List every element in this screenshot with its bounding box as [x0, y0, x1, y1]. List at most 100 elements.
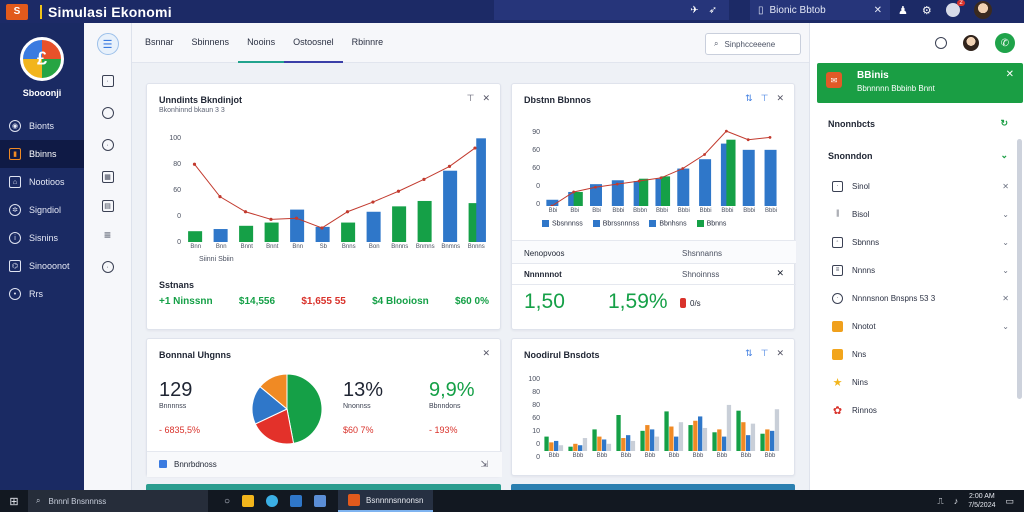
list-item[interactable]: ◦ Sbnnns ⌄	[810, 228, 1024, 256]
chevron-down-icon[interactable]: ⌄	[1002, 209, 1009, 219]
close-icon[interactable]: ✕	[776, 268, 784, 278]
close-icon[interactable]: ✕	[776, 93, 784, 103]
list-item[interactable]: · Sinol ✕	[810, 172, 1024, 200]
tabs-bar: Bsnnar Sbinnens Nooins Ostoosnel Rbinnre…	[132, 23, 809, 63]
trend-point	[269, 217, 273, 221]
close-icon[interactable]: ✕	[776, 348, 784, 358]
y-axis: 100 80 60 0 0	[165, 126, 181, 256]
expand-icon[interactable]: ⇲	[480, 459, 488, 469]
user-icon[interactable]	[935, 37, 947, 49]
x-tick-label: Bbb	[572, 453, 584, 459]
close-icon[interactable]: ✕	[1002, 293, 1009, 303]
sort-icon[interactable]: ⇅	[745, 93, 753, 103]
target-icon[interactable]: ·	[101, 139, 114, 151]
x-tick-label: Bbb	[644, 453, 656, 459]
avatar[interactable]	[963, 35, 979, 51]
tab-1[interactable]: Sbinnens	[191, 36, 230, 47]
network-icon[interactable]: ⎍	[937, 495, 944, 506]
notification-toast[interactable]: ✉ BBinis Bbnnnnn Bbbinb Bnnt ✕	[817, 63, 1023, 103]
list-item[interactable]: Nnotot ⌄	[810, 312, 1024, 340]
tab-2[interactable]: Nooins	[238, 23, 285, 63]
sidebar-item-4[interactable]: i Sisnins	[0, 224, 84, 252]
close-icon[interactable]: ✕	[482, 93, 490, 103]
list-item[interactable]: Nns	[810, 340, 1024, 368]
notifications-icon[interactable]: ▭	[1005, 495, 1014, 506]
mail-icon[interactable]	[314, 495, 327, 507]
tab-0[interactable]: Bsnnar	[145, 36, 174, 47]
bar	[546, 199, 559, 206]
user-icon[interactable]: ♟	[898, 4, 908, 17]
y-tick: 0	[177, 239, 181, 246]
rocket-icon[interactable]: ➶	[708, 4, 717, 16]
list-item[interactable]: ✿ Rinnos	[810, 396, 1024, 424]
sidebar-item-6[interactable]: • Rrs	[0, 280, 84, 308]
close-icon[interactable]: ✕	[1002, 181, 1009, 191]
grid-icon[interactable]: ▤	[101, 200, 114, 212]
app-window-icon	[348, 494, 361, 506]
refresh-icon[interactable]: ↻	[1000, 118, 1008, 128]
card-footer-row: Nenopvoos Shsnnanns	[512, 240, 796, 264]
settings-icon[interactable]: ⚙	[921, 4, 932, 17]
clock[interactable]: 2:00 AM 7/5/2024	[968, 492, 995, 510]
volume-icon[interactable]: ♪	[953, 496, 959, 506]
close-icon[interactable]: ✕	[1005, 69, 1014, 80]
calendar-icon[interactable]: ▦	[101, 171, 114, 183]
workspace-selector[interactable]: ▯ Bionic Bbtob ✕	[750, 0, 890, 20]
menu-icon[interactable]: ☰	[96, 33, 119, 55]
sidebar-item-0[interactable]: ◉ Bionts	[0, 112, 84, 140]
pin-icon[interactable]: ⊤	[466, 93, 475, 103]
sidebar-item-1[interactable]: ▮ Bbinns	[0, 140, 84, 168]
chat-icon[interactable]	[101, 107, 114, 119]
chevron-down-icon[interactable]: ⌄	[1002, 321, 1009, 331]
list-item-label: Nnotot	[852, 321, 876, 331]
file-explorer-icon[interactable]	[242, 495, 255, 507]
user-icon: •	[9, 288, 21, 300]
close-icon[interactable]: ✕	[873, 4, 882, 16]
task-view-icon[interactable]: ○	[224, 495, 231, 507]
footer-label[interactable]: Bnnrbdnoss	[174, 460, 217, 469]
legend-item: Bbnhsns	[649, 220, 687, 227]
pin-icon[interactable]: ⊤	[760, 93, 769, 103]
x-tick-label: Bbi	[592, 208, 601, 214]
chevron-down-icon[interactable]: ⌄	[1002, 237, 1009, 247]
x-footer: Siinni Sbiin	[199, 256, 234, 263]
x-tick-label: Bbbi	[721, 208, 734, 214]
sidebar-item-3[interactable]: ✲ Signdiol	[0, 196, 84, 224]
scrollbar[interactable]	[1017, 139, 1022, 399]
tab-3[interactable]: Ostoosnel	[284, 23, 343, 63]
sidebar-item-label: Sisnins	[29, 233, 59, 243]
bar	[558, 445, 564, 451]
close-icon[interactable]: ✕	[482, 348, 490, 358]
list-item[interactable]: ║ Bisol ⌄	[810, 200, 1024, 228]
chevron-down-icon[interactable]: ⌄	[1002, 265, 1009, 275]
taskbar-window-button[interactable]: Bsnnnnsnnonsn	[338, 490, 434, 512]
search-input[interactable]: ⌕ Sinphcceeene	[705, 33, 801, 55]
taskbar-search-input[interactable]: ⌕ Bnnnl Bnsnnnss	[28, 490, 208, 512]
tab-4[interactable]: Rbinnre	[351, 36, 384, 47]
list-item[interactable]: ★ Nins	[810, 368, 1024, 396]
sidebar-item-5[interactable]: ⌬ Sinooonot	[0, 252, 84, 280]
phone-icon[interactable]: ✆	[995, 33, 1015, 53]
sort-icon[interactable]: ⇅	[745, 348, 753, 358]
chevron-down-icon[interactable]: ⌄	[1000, 150, 1008, 160]
bar	[645, 425, 650, 451]
clock-icon[interactable]: ·	[101, 261, 114, 273]
row-label: Nnnnnnot	[524, 270, 562, 279]
browser-icon[interactable]	[266, 495, 279, 507]
windows-start-icon[interactable]: ⊞	[9, 495, 19, 508]
avatar[interactable]	[973, 1, 992, 19]
notification-icon[interactable]: 2	[945, 0, 965, 17]
square-icon[interactable]: ·	[101, 75, 114, 87]
list-item[interactable]: ≡ Nnnns ⌄	[810, 256, 1024, 284]
list-icon[interactable]: ≡	[103, 228, 111, 242]
pin-icon[interactable]: ⊤	[760, 348, 769, 358]
store-icon[interactable]	[290, 495, 303, 507]
y-tick: 0	[536, 454, 540, 461]
list-item[interactable]: · Nnnnsnon Bnspns 53 3 ✕	[810, 284, 1024, 312]
x-tick-label: Bbbi	[612, 208, 625, 214]
y-tick: 60	[173, 187, 181, 194]
bar	[750, 423, 756, 451]
plane-icon[interactable]: ✈	[690, 4, 699, 16]
sidebar-item-2[interactable]: ⌂ Nootioos	[0, 168, 84, 196]
clock-date: 7/5/2024	[968, 502, 996, 509]
